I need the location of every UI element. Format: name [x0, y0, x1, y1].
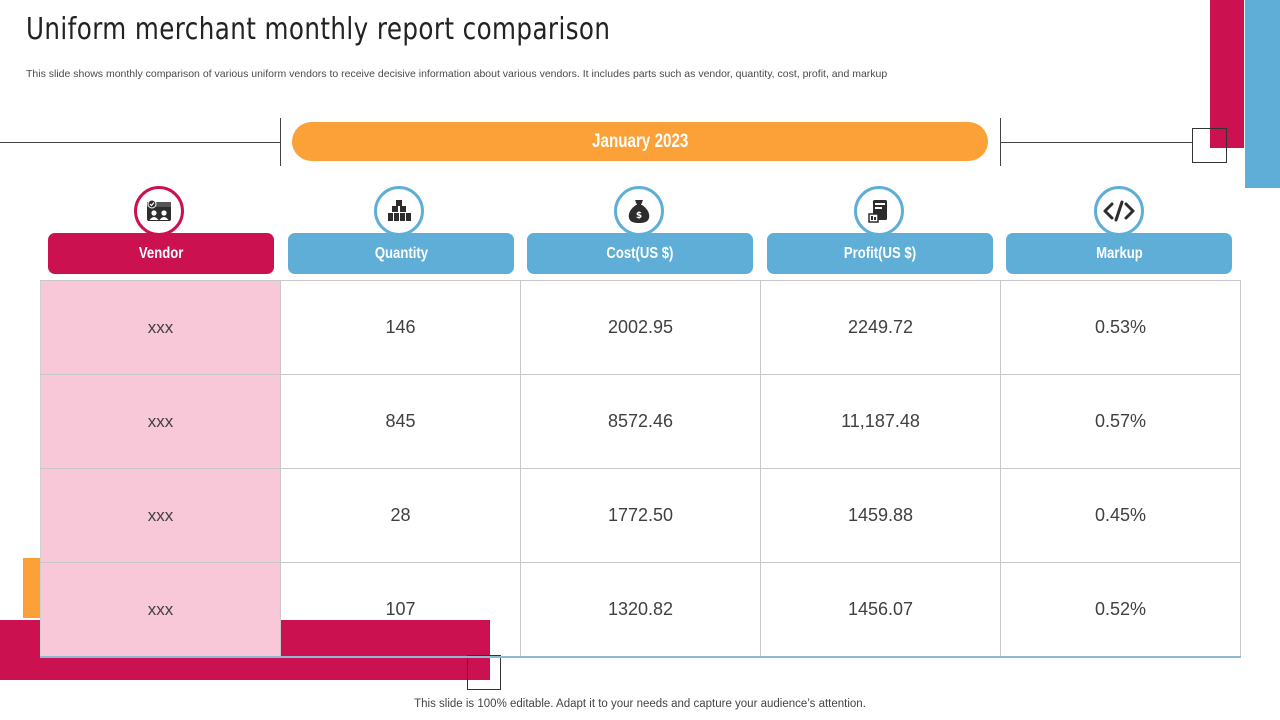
- quantity-cell: 28: [280, 468, 521, 563]
- decorative-red-bar-top-right: [1210, 0, 1244, 148]
- vendor-cell: xxx: [40, 468, 281, 563]
- period-banner: January 2023: [292, 122, 988, 161]
- banner-line-right: [1000, 142, 1192, 143]
- column-header-label: Quantity: [374, 244, 428, 262]
- banner-tick-right: [1000, 118, 1001, 166]
- vendor-comparison-table: xxx 146 2002.95 2249.72 0.53% xxx 845 85…: [40, 280, 1241, 658]
- column-header-cost: Cost(US $): [527, 233, 753, 274]
- column-header-label: Profit(US $): [843, 244, 917, 262]
- store-icon: [134, 186, 184, 236]
- column-header-markup: Markup: [1006, 233, 1232, 274]
- profit-document-icon: [854, 186, 904, 236]
- column-header-vendor: Vendor: [48, 233, 274, 274]
- markup-cell: 0.52%: [1000, 562, 1241, 658]
- period-label: January 2023: [591, 130, 689, 152]
- column-header-profit: Profit(US $): [767, 233, 993, 274]
- decorative-orange-bar-bottom-left: [23, 558, 41, 618]
- cost-cell: 2002.95: [520, 280, 761, 375]
- markup-cell: 0.45%: [1000, 468, 1241, 563]
- profit-cell: 1459.88: [760, 468, 1001, 563]
- slide-title: Uniform merchant monthly report comparis…: [26, 12, 611, 47]
- footer-note: This slide is 100% editable. Adapt it to…: [414, 698, 866, 710]
- money-bag-icon: $: [614, 186, 664, 236]
- column-header-quantity: Quantity: [288, 233, 514, 274]
- slide-subtitle: This slide shows monthly comparison of v…: [26, 68, 888, 80]
- decorative-outline-square-top-right: [1192, 128, 1227, 163]
- table-row: xxx 28 1772.50 1459.88 0.45%: [40, 468, 1241, 563]
- quantity-cell: 146: [280, 280, 521, 375]
- markup-cell: 0.53%: [1000, 280, 1241, 375]
- profit-cell: 2249.72: [760, 280, 1001, 375]
- cost-cell: 1320.82: [520, 562, 761, 658]
- markup-cell: 0.57%: [1000, 374, 1241, 469]
- decorative-blue-bar-top-right: [1245, 0, 1280, 188]
- svg-text:$: $: [636, 211, 642, 221]
- vendor-cell: xxx: [40, 280, 281, 375]
- table-row: xxx 107 1320.82 1456.07 0.52%: [40, 562, 1241, 658]
- table-row: xxx 146 2002.95 2249.72 0.53%: [40, 280, 1241, 375]
- stacked-blocks-icon: [374, 186, 424, 236]
- code-tag-icon: [1094, 186, 1144, 236]
- cost-cell: 8572.46: [520, 374, 761, 469]
- column-header-label: Markup: [1095, 244, 1143, 262]
- quantity-cell: 845: [280, 374, 521, 469]
- profit-cell: 1456.07: [760, 562, 1001, 658]
- banner-line-left: [0, 142, 281, 143]
- column-header-label: Cost(US $): [606, 244, 674, 262]
- vendor-cell: xxx: [40, 374, 281, 469]
- banner-tick-left: [280, 118, 281, 166]
- column-header-label: Vendor: [138, 244, 184, 262]
- cost-cell: 1772.50: [520, 468, 761, 563]
- vendor-cell: xxx: [40, 562, 281, 658]
- table-row: xxx 845 8572.46 11,187.48 0.57%: [40, 374, 1241, 469]
- profit-cell: 11,187.48: [760, 374, 1001, 469]
- quantity-cell: 107: [280, 562, 521, 658]
- decorative-outline-square-bottom-left: [467, 655, 501, 690]
